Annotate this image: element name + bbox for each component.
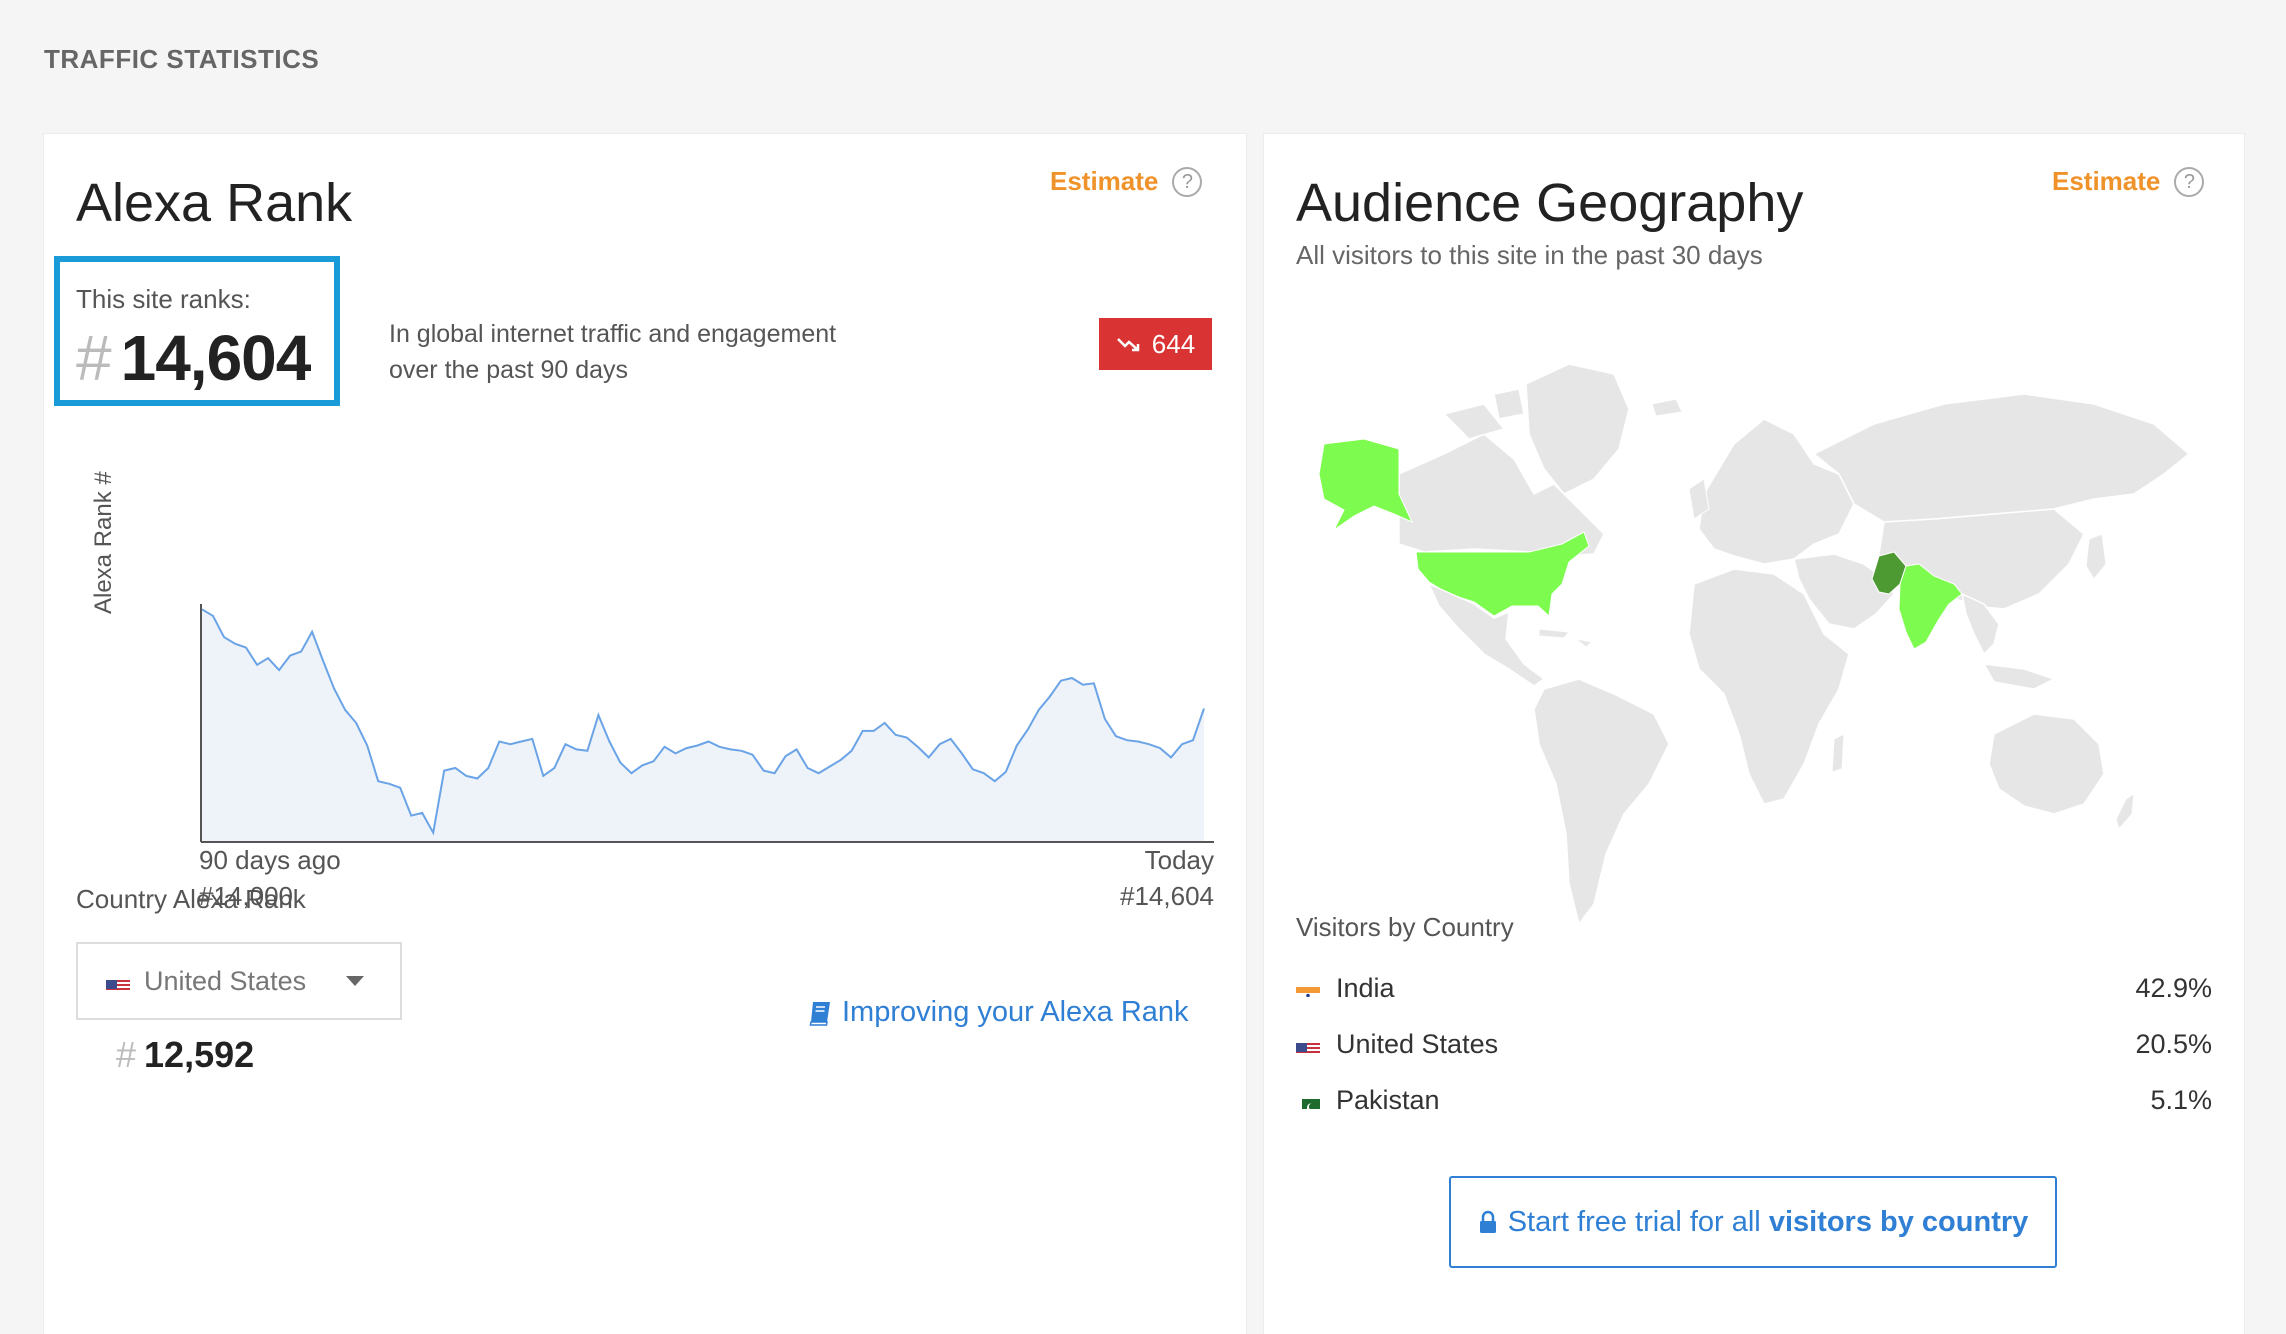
trend-down-icon xyxy=(1116,338,1140,352)
x-start-value: #14,000 xyxy=(199,881,293,911)
country-rank-number: 12,592 xyxy=(144,1034,255,1075)
trial-button-label: Start free trial for all visitors by cou… xyxy=(1508,1206,2029,1239)
rank-line xyxy=(201,608,1205,836)
map-southeast-asia xyxy=(1960,592,2056,690)
country-row: India 42.9% xyxy=(1296,968,2212,1008)
rank-chart: Alexa Rank # 90 days ago #14,000 Today #… xyxy=(84,454,1244,914)
country-percent: 5.1% xyxy=(2150,1084,2212,1115)
rank-change-value: 644 xyxy=(1151,328,1196,359)
audience-geography-title: Audience Geography xyxy=(1296,173,1804,233)
rank-description-line-2: over the past 90 days xyxy=(389,356,629,384)
country-select[interactable]: United States xyxy=(76,942,402,1020)
country-hash-symbol: # xyxy=(116,1034,137,1075)
x-end-label: Today #14,604 xyxy=(1094,842,1214,914)
improving-rank-link[interactable]: Improving your Alexa Rank xyxy=(808,996,1189,1029)
map-caribbean xyxy=(1538,628,1594,648)
trial-button-bold: visitors by country xyxy=(1768,1205,2029,1238)
map-pakistan xyxy=(1871,551,1907,595)
country-name: United States xyxy=(1336,1028,1499,1059)
pakistan-flag-icon xyxy=(1296,1092,1320,1109)
rank-description: In global internet traffic and engagemen… xyxy=(389,316,929,388)
rank-area xyxy=(202,609,1204,842)
x-end-text: Today xyxy=(1144,845,1214,875)
chevron-down-icon xyxy=(346,976,365,986)
map-japan xyxy=(2085,533,2107,580)
map-africa xyxy=(1688,568,1850,805)
country-name: India xyxy=(1336,972,1395,1003)
map-middle-east xyxy=(1793,553,1895,630)
map-mexico xyxy=(1427,582,1546,687)
help-icon[interactable]: ? xyxy=(1172,166,1203,197)
section-title: TRAFFIC STATISTICS xyxy=(44,44,320,74)
country-name: Pakistan xyxy=(1336,1084,1440,1115)
map-india xyxy=(1898,563,1963,650)
country-select-value: United States xyxy=(144,965,307,996)
rank-chart-svg xyxy=(200,604,1214,843)
alexa-rank-card: Alexa Rank Estimate ? This site ranks: #… xyxy=(44,134,1246,1334)
country-rank-value: #12,592 xyxy=(116,1034,254,1076)
global-rank-value: #14,604 xyxy=(76,321,318,395)
global-rank-box: This site ranks: #14,604 xyxy=(54,256,340,406)
india-flag-icon xyxy=(1296,980,1320,997)
geo-estimate-label: Estimate ? xyxy=(2052,166,2205,197)
x-start-label: 90 days ago #14,000 xyxy=(199,842,341,914)
audience-geography-subtitle: All visitors to this site in the past 30… xyxy=(1296,240,1763,270)
lock-icon xyxy=(1479,1210,1496,1233)
trial-button-prefix: Start free trial for all xyxy=(1507,1205,1769,1238)
us-flag-icon xyxy=(1296,1036,1320,1053)
audience-geography-card: Audience Geography All visitors to this … xyxy=(1264,134,2244,1334)
map-australia xyxy=(1988,713,2105,815)
country-row: United States 20.5% xyxy=(1296,1024,2212,1064)
country-percent: 20.5% xyxy=(2135,1028,2212,1059)
map-greenland xyxy=(1525,363,1630,495)
geo-help-icon[interactable]: ? xyxy=(2174,166,2205,197)
map-russia xyxy=(1812,393,2191,523)
x-start-text: 90 days ago xyxy=(199,845,341,875)
map-europe xyxy=(1698,418,1855,565)
map-new-zealand xyxy=(2115,793,2135,831)
map-canada xyxy=(1398,433,1605,557)
country-rank-label: Country Alexa Rank xyxy=(76,884,306,914)
rank-description-line-1: In global internet traffic and engagemen… xyxy=(389,320,837,348)
book-icon xyxy=(809,1001,830,1026)
map-arctic-islands xyxy=(1442,388,1525,440)
map-alaska xyxy=(1318,438,1414,531)
start-free-trial-button[interactable]: Start free trial for all visitors by cou… xyxy=(1449,1176,2057,1268)
rank-change-badge: 644 xyxy=(1099,318,1212,370)
rank-label: This site ranks: xyxy=(76,284,251,314)
geo-estimate-text: Estimate xyxy=(2052,166,2161,196)
hash-symbol: # xyxy=(76,322,112,394)
estimate-text: Estimate xyxy=(1050,166,1159,196)
world-map xyxy=(1318,363,2191,926)
alexa-rank-title: Alexa Rank xyxy=(76,173,353,233)
map-south-america xyxy=(1533,678,1670,926)
map-madagascar xyxy=(1831,733,1845,773)
us-flag-icon xyxy=(106,973,130,990)
map-uk xyxy=(1688,478,1710,520)
map-iceland xyxy=(1651,398,1683,417)
country-percent: 42.9% xyxy=(2135,972,2212,1003)
estimate-label: Estimate ? xyxy=(1050,166,1203,197)
country-row: Pakistan 5.1% xyxy=(1296,1080,2212,1120)
visitors-by-country-title: Visitors by Country xyxy=(1296,912,1514,942)
improving-rank-link-text: Improving your Alexa Rank xyxy=(842,996,1189,1028)
x-end-value: #14,604 xyxy=(1120,881,1214,911)
rank-number: 14,604 xyxy=(120,322,312,394)
